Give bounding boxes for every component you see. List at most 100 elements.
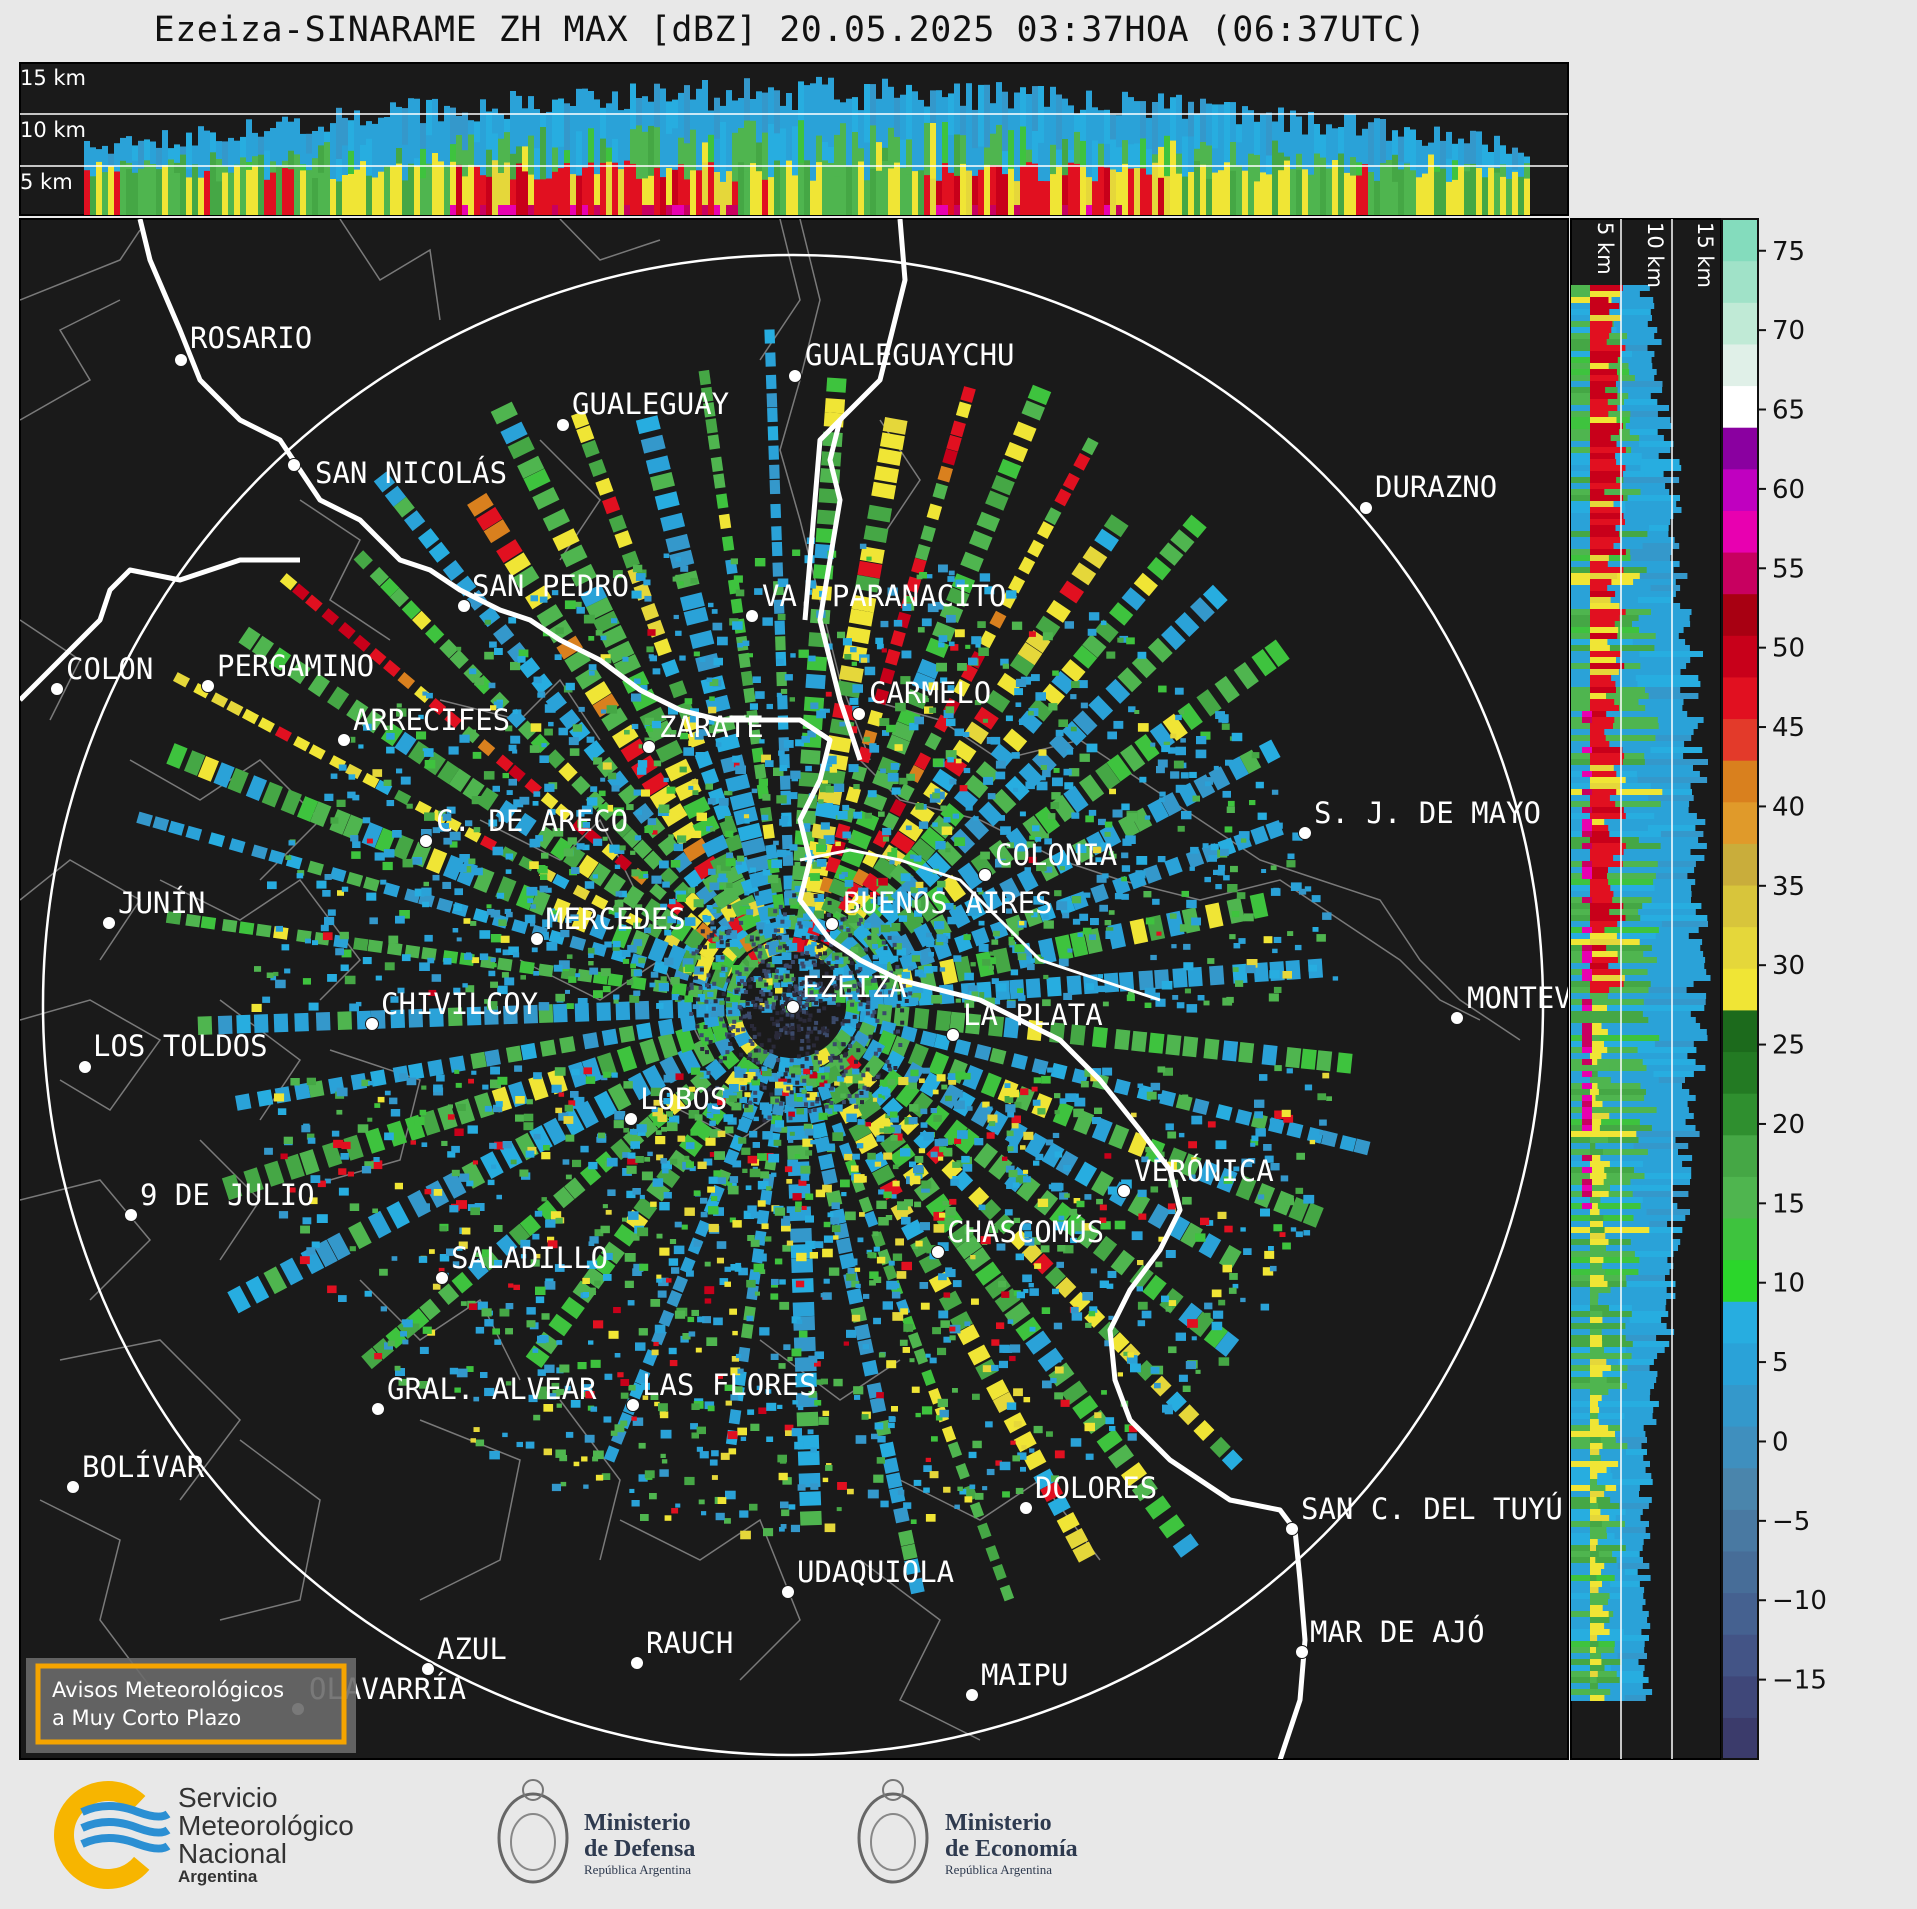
radar-speckle [965,804,973,811]
radar-speckle [964,1321,971,1326]
radar-speckle [799,1066,806,1072]
radar-speckle [1195,1233,1206,1242]
top-xsection-column [762,132,768,215]
radar-echo-cell [1086,831,1108,856]
radar-echo-cell [1250,825,1269,845]
radar-echo-cell [1215,1104,1233,1121]
top-xsection-core [900,167,906,215]
radar-speckle [1168,747,1177,754]
radar-speckle [709,1120,716,1126]
radar-speckle [939,1212,946,1218]
radar-speckle [737,1427,747,1436]
radar-speckle [749,960,759,968]
radar-speckle [473,867,483,876]
radar-core-cell [713,999,718,1004]
radar-echo-cell [1264,639,1290,667]
top-xsection-core [846,166,852,215]
radar-speckle [878,1189,885,1195]
radar-core-cell [764,1000,769,1005]
radar-speckle [925,789,933,796]
radar-core-cell [839,897,844,902]
radar-speckle [1031,1237,1041,1245]
radar-speckle [803,823,811,829]
radar-speckle [688,1086,696,1092]
radar-speckle [754,588,763,595]
radar-speckle [811,941,817,947]
radar-speckle [757,1200,766,1207]
radar-echo-cell [553,1186,575,1209]
radar-speckle [1304,1084,1313,1091]
radar-speckle [523,1122,534,1131]
radar-echo-cell [193,682,211,699]
radar-speckle [810,873,820,881]
radar-speckle [935,938,944,946]
radar-speckle [761,814,769,821]
radar-speckle [731,1102,742,1111]
radar-speckle [803,1123,813,1131]
radar-core-cell [777,1032,782,1037]
radar-speckle [526,1320,536,1328]
radar-speckle [773,840,779,846]
radar-core-cell [801,1004,806,1009]
radar-speckle [600,635,607,641]
radar-speckle [1050,802,1060,809]
radar-speckle [1183,962,1194,971]
radar-speckle [1255,781,1264,789]
radar-speckle [330,773,338,779]
radar-speckle [1019,718,1027,725]
radar-echo-cell [725,834,744,853]
radar-speckle [1179,924,1190,932]
radar-speckle [541,743,547,748]
top-xsection-core [780,166,786,215]
radar-speckle [794,1154,801,1159]
radar-speckle [1015,678,1027,687]
radar-speckle [1204,1312,1211,1318]
radar-speckle [810,1140,816,1145]
radar-speckle [493,701,503,709]
radar-speckle [896,947,907,956]
radar-speckle [895,968,903,975]
radar-speckle [1167,1208,1176,1215]
radar-speckle [750,1239,760,1247]
radar-speckle [487,1179,495,1186]
radar-echo-cell [495,754,514,772]
top-xsection-core [180,168,186,215]
radar-echo-cell [576,854,599,879]
radar-speckle [750,1423,760,1431]
radar-speckle [484,999,490,1004]
radar-echo-cell [1316,1050,1333,1072]
radar-speckle [486,1001,498,1010]
radar-speckle [708,1176,718,1184]
radar-echo-cell [767,426,779,441]
radar-speckle [489,1142,497,1149]
radar-echo-cell [362,772,380,789]
radar-speckle [709,699,718,707]
top-xsection-peak [942,205,948,215]
radar-speckle [652,919,660,926]
radar-echo-cell [437,1104,458,1131]
radar-echo-cell [591,1254,616,1278]
radar-speckle [1043,914,1049,919]
radar-speckle [418,714,424,720]
top-xsection-column [414,98,420,215]
radar-speckle [903,1502,912,1509]
radar-speckle [779,1126,788,1133]
top-xsection-core [588,162,594,215]
radar-echo-cell [1073,1109,1095,1135]
radar-speckle [424,760,436,769]
top-xsection-core [1176,173,1182,215]
radar-speckle [254,966,262,972]
radar-speckle [1281,1109,1291,1117]
top-xsection-core [348,174,354,215]
radar-core-cell [847,988,851,993]
radar-core-cell [832,997,836,1002]
top-xsection-core [1314,163,1320,215]
radar-echo-cell [607,640,635,664]
radar-echo-cell [630,976,647,991]
radar-speckle [725,830,734,838]
radar-speckle [963,934,971,941]
top-xsection-core [1056,167,1062,215]
radar-speckle [1249,800,1256,806]
radar-speckle [753,1263,765,1273]
